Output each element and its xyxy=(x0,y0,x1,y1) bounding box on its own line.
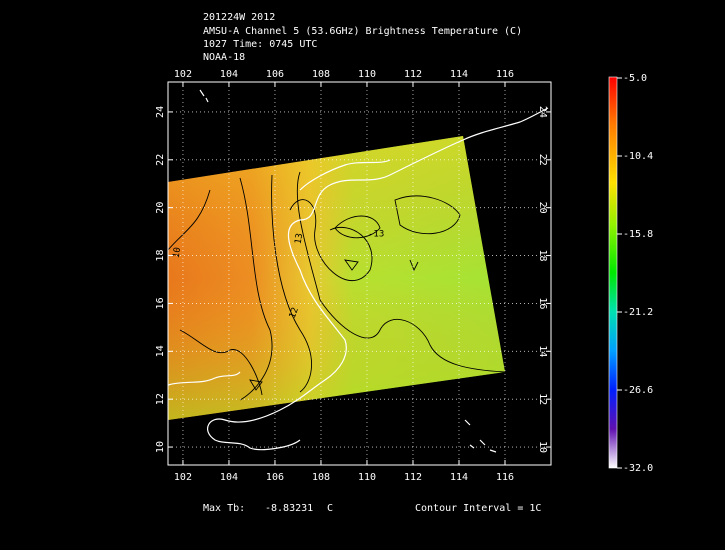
colorbar xyxy=(608,76,618,469)
header: 201224W 2012 AMSU-A Channel 5 (53.6GHz) … xyxy=(203,12,522,63)
contour-interval: Contour Interval = 1C xyxy=(415,503,541,514)
lat-label: 12 xyxy=(155,393,166,405)
header-line: NOAA-18 xyxy=(203,52,245,63)
lon-label: 102 xyxy=(174,472,192,483)
lon-label: 112 xyxy=(404,472,422,483)
lat-label: 22 xyxy=(155,154,166,166)
max-label: Max Tb: xyxy=(203,503,245,514)
lon-label: 104 xyxy=(220,69,238,80)
axis-ticks: 102 102 104 104 106 106 108 108 110 110 112 112 114 1… xyxy=(155,69,551,483)
lat-label: 18 xyxy=(155,250,166,262)
lon-label: 104 xyxy=(220,472,238,483)
max-value: -8.83231 xyxy=(265,503,313,514)
header-line: AMSU-A Channel 5 (53.6GHz) Brightness Te… xyxy=(203,26,522,37)
lon-label: 110 xyxy=(358,472,376,483)
lon-label: 112 xyxy=(404,69,422,80)
lon-label: 106 xyxy=(266,69,284,80)
lat-label: 10 xyxy=(537,441,548,453)
contour-label: 13 xyxy=(294,233,306,245)
lon-label: 110 xyxy=(358,69,376,80)
lat-label: 24 xyxy=(537,106,548,118)
lat-label: 20 xyxy=(155,202,166,214)
colorbar-label: -32.0 xyxy=(623,463,653,474)
colorbar-label: -10.4 xyxy=(623,151,653,162)
lon-label: 108 xyxy=(312,69,330,80)
contour-label: -13 xyxy=(368,230,384,240)
lat-label: 20 xyxy=(537,202,548,214)
lat-label: 14 xyxy=(537,345,548,357)
max-unit: C xyxy=(327,503,333,514)
lat-label: 22 xyxy=(537,154,548,166)
contour-label: 10 xyxy=(172,247,184,259)
swath-shade xyxy=(168,136,505,420)
footer: Max Tb: -8.83231 C Contour Interval = 1C xyxy=(203,503,541,514)
header-line: 1027 Time: 0745 UTC xyxy=(203,39,317,50)
lat-label: 18 xyxy=(537,250,548,262)
contours xyxy=(168,171,506,401)
map-area: 10 13 -13 12 xyxy=(168,82,551,465)
header-line: 201224W 2012 xyxy=(203,12,275,23)
colorbar-ticks: -5.0 -10.4 -15.8 -21.2 -26.6 -32.0 xyxy=(617,73,653,474)
colorbar-label: -5.0 xyxy=(623,73,647,84)
lat-label: 10 xyxy=(155,441,166,453)
colorbar-label: -26.6 xyxy=(623,385,653,396)
colorbar-label: -15.8 xyxy=(623,229,653,240)
lat-label: 16 xyxy=(537,297,548,309)
lat-label: 24 xyxy=(155,106,166,118)
contour-label: 12 xyxy=(288,306,301,320)
map-frame xyxy=(167,81,552,466)
lat-label: 14 xyxy=(155,345,166,357)
lon-label: 116 xyxy=(496,472,514,483)
lon-label: 106 xyxy=(266,472,284,483)
lon-label: 102 xyxy=(174,69,192,80)
lon-label: 114 xyxy=(450,69,468,80)
lon-label: 116 xyxy=(496,69,514,80)
lon-label: 114 xyxy=(450,472,468,483)
colorbar-label: -21.2 xyxy=(623,307,653,318)
lat-label: 12 xyxy=(537,393,548,405)
lat-label: 16 xyxy=(155,297,166,309)
lon-label: 108 xyxy=(312,472,330,483)
contour-labels: 10 13 -13 12 xyxy=(172,230,385,320)
